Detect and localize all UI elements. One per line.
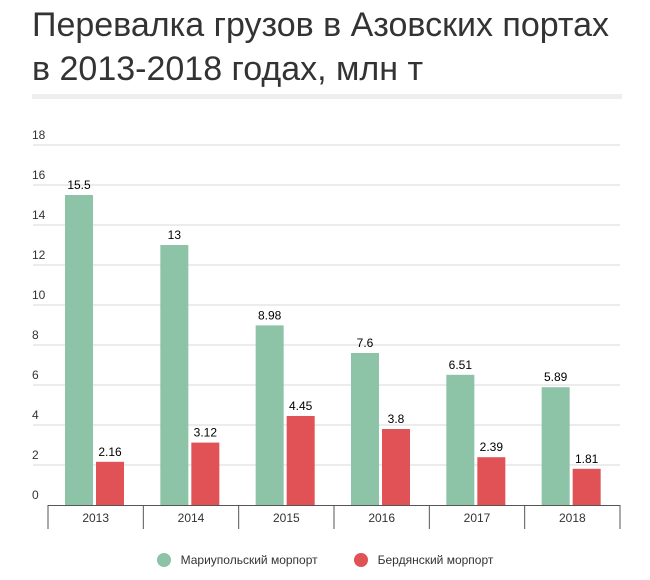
bar-mariupol (541, 387, 570, 505)
data-label: 4.45 (289, 399, 313, 413)
data-label: 2.16 (98, 445, 122, 459)
bar-berdyansk (96, 461, 124, 505)
chart-legend: Мариупольский морпорт Бердянский морпорт (0, 553, 650, 567)
bar-chart: 0 2 4 6 8 10 12 14 16 18 2013 2014 2015 2016 2017 2018 1… (32, 128, 621, 529)
bar-berdyansk (572, 468, 601, 505)
bar-mariupol (65, 195, 93, 505)
data-label: 3.8 (388, 412, 405, 426)
x-tick-label: 2018 (559, 511, 586, 525)
x-tick-label: 2015 (273, 511, 300, 525)
data-label: 7.6 (357, 336, 374, 350)
bar-berdyansk (286, 416, 315, 505)
y-tick-label: 14 (32, 208, 46, 222)
data-label: 6.51 (449, 358, 473, 372)
bar-berdyansk (382, 429, 410, 505)
data-label: 5.89 (544, 370, 568, 384)
y-tick-label: 4 (32, 408, 39, 422)
data-label: 15.5 (67, 178, 91, 192)
y-tick-label: 6 (32, 368, 39, 382)
y-tick-label: 8 (32, 328, 39, 342)
x-tick-label: 2014 (178, 511, 205, 525)
legend-item-mariupol: Мариупольский морпорт (156, 553, 318, 567)
legend-swatch-berdyansk (353, 553, 368, 567)
y-tick-label: 2 (32, 448, 39, 462)
legend-label-berdyansk: Бердянский морпорт (377, 553, 494, 567)
data-label: 3.12 (194, 426, 218, 440)
bar-mariupol (351, 353, 379, 505)
data-label: 1.81 (575, 452, 599, 466)
y-tick-label: 0 (32, 488, 39, 502)
data-label: 2.39 (480, 440, 504, 454)
x-tick-label: 2017 (464, 511, 491, 525)
chart-title: Перевалка грузов в Азовских портах в 201… (32, 6, 610, 88)
bar-mariupol (255, 325, 284, 505)
y-tick-label: 10 (32, 288, 46, 302)
legend-swatch-mariupol (156, 553, 171, 567)
y-tick-label: 16 (32, 168, 46, 182)
y-tick-label: 12 (32, 248, 46, 262)
bar-berdyansk (191, 442, 220, 505)
data-label: 8.98 (258, 308, 282, 322)
bar-mariupol (446, 374, 475, 505)
legend-item-berdyansk: Бердянский морпорт (353, 553, 494, 567)
bar-berdyansk (477, 457, 506, 505)
x-tick-label: 2016 (368, 511, 395, 525)
bar-mariupol (160, 245, 189, 505)
title-divider (32, 94, 622, 99)
y-tick-label: 18 (32, 128, 46, 142)
data-label: 13 (168, 228, 182, 242)
legend-label-mariupol: Мариупольский морпорт (180, 553, 318, 567)
x-tick-label: 2013 (82, 511, 109, 525)
